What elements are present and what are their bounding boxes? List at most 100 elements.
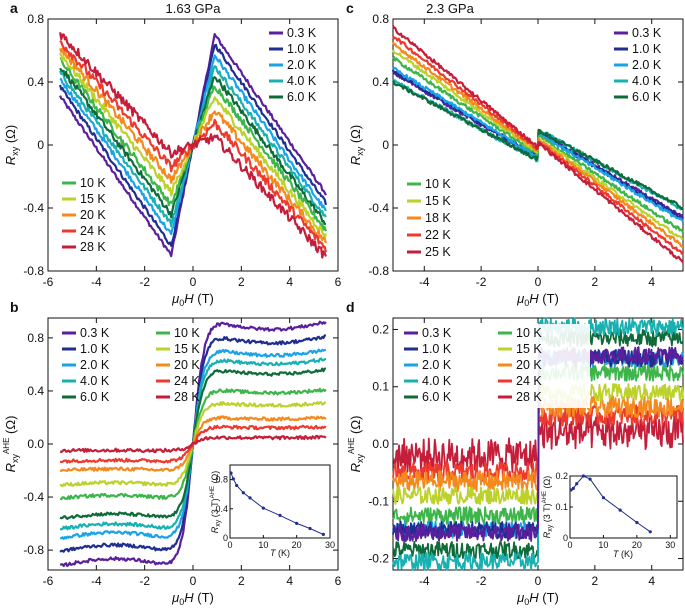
inset-x-label: T (K)	[613, 549, 633, 559]
inset-point	[569, 488, 573, 492]
inset-point	[321, 532, 325, 536]
y-tick-label: 0.8	[27, 12, 44, 26]
x-tick-label: 4	[648, 275, 655, 289]
x-tick-label: 6	[335, 275, 342, 289]
legend-label: 28 K	[174, 390, 200, 404]
panel-b-inset: 0 10 20 30 0 0.4 0.8 T (K) Rxy (3 T)AHE (Ω)	[210, 464, 335, 558]
y-tick-label: 0.1	[372, 380, 389, 394]
panel-letter-b: b	[10, 299, 19, 315]
legend-label: 4.0 K	[422, 374, 452, 388]
y-axis-label: Rxy (Ω)	[348, 125, 365, 165]
legend-label: 10 K	[425, 177, 451, 191]
legend-label: 0.3 K	[287, 26, 317, 40]
panel-b-series	[59, 320, 327, 568]
inset-point	[295, 521, 299, 526]
legend-label: 1.0 K	[80, 342, 110, 356]
x-tick-label: -6	[43, 574, 54, 588]
panel-d-inset: 0 10 20 30 0 0.1 0.2 T (K) Rxy (3 T)AHE (Ω)	[542, 471, 678, 559]
inset-x-label: T (K)	[270, 548, 290, 558]
y-tick-label: -0.8	[23, 543, 44, 557]
legend-label: 1.0 K	[287, 42, 317, 56]
y-tick-label: 0.8	[372, 12, 389, 26]
x-axis-label: μ0H (T)	[516, 590, 559, 607]
inset-x-tick-label: 30	[325, 540, 335, 550]
legend-label: 4.0 K	[632, 74, 662, 88]
inset-y-tick-label: 0.4	[215, 504, 228, 514]
inset-point	[571, 486, 575, 490]
legend-label: 25 K	[425, 245, 451, 259]
y-axis-label: RxyAHE (Ω)	[2, 416, 20, 473]
inset-y-tick-label: 0.1	[555, 502, 568, 512]
inset-x-tick-label: 10	[598, 540, 608, 550]
inset-y-label: Rxy (3 T)AHE (Ω)	[542, 476, 554, 538]
legend-label: 2.0 K	[422, 358, 452, 372]
x-tick-label: -2	[139, 275, 150, 289]
panel-letter-d: d	[346, 299, 355, 315]
panel-title-a: 1.63 GPa	[166, 1, 222, 16]
legend-label: 28 K	[516, 390, 542, 404]
legend-label: 6.0 K	[422, 390, 452, 404]
inset-point	[248, 496, 252, 500]
inset-point	[235, 483, 239, 488]
y-tick-label: 0.4	[372, 75, 389, 89]
legend-label: 4.0 K	[287, 74, 317, 88]
inset-point	[241, 491, 245, 495]
legend-label: 10 K	[174, 326, 200, 340]
y-tick-label: 0.4	[27, 75, 44, 89]
panel-c-series	[391, 25, 685, 264]
x-tick-label: 6	[335, 574, 342, 588]
legend-label: 0.3 K	[80, 326, 110, 340]
legend-label: 15 K	[174, 342, 200, 356]
y-axis-label: Rxy (Ω)	[3, 125, 20, 165]
series-line-24K	[60, 424, 327, 464]
legend-label: 10 K	[80, 176, 106, 190]
x-tick-label: -4	[419, 275, 430, 289]
x-tick-label: -2	[139, 574, 150, 588]
inset-x-tick-label: 10	[258, 540, 268, 550]
inset-point	[601, 496, 606, 500]
inset-point	[308, 526, 312, 531]
inset-x-tick-label: 30	[665, 540, 675, 550]
legend-label: 28 K	[80, 240, 106, 254]
legend-label: 10 K	[516, 326, 542, 340]
x-axis-label: μ0H (T)	[516, 291, 559, 308]
legend-label: 1.0 K	[422, 342, 452, 356]
series-line-0.3K	[392, 346, 684, 543]
x-tick-label: -4	[419, 574, 430, 588]
inset-point	[575, 482, 579, 486]
inset-frame	[229, 464, 331, 539]
y-axis-label: RxyAHE (Ω)	[347, 416, 365, 473]
y-tick-label: 0	[382, 138, 389, 152]
inset-point	[581, 474, 585, 478]
legend-label: 15 K	[425, 194, 451, 208]
x-tick-label: 4	[648, 574, 655, 588]
panel-a-axes: -6 -4 -2 0 2 4 6 -0.8 -0.4 0 0.4 0.8 a 1.63 GPa μ0H (T…	[3, 0, 342, 308]
y-tick-label: 0.2	[372, 322, 389, 336]
inset-x-tick-label: 20	[632, 540, 642, 550]
x-tick-label: 4	[286, 574, 293, 588]
y-tick-label: 0	[37, 138, 44, 152]
y-tick-label: -0.4	[23, 201, 44, 215]
x-tick-label: 0	[535, 275, 542, 289]
legend-label: 24 K	[80, 224, 106, 238]
x-axis-label: μ0H (T)	[171, 291, 214, 308]
legend-label: 4.0 K	[80, 374, 110, 388]
x-tick-label: 2	[592, 574, 599, 588]
x-tick-label: 0	[190, 574, 197, 588]
y-tick-label: -0.4	[368, 201, 389, 215]
x-tick-label: 2	[238, 574, 245, 588]
inset-point	[278, 513, 282, 517]
inset-frame	[569, 475, 678, 539]
legend-label: 1.0 K	[632, 42, 662, 56]
inset-point	[618, 508, 622, 512]
x-tick-label: 4	[286, 275, 293, 289]
y-tick-label: -0.8	[23, 264, 44, 278]
inset-point	[231, 477, 235, 481]
inset-point	[588, 477, 592, 481]
inset-y-tick-label: 0.8	[215, 475, 228, 485]
series-line-4.0K	[392, 317, 684, 571]
y-tick-label: 0.0	[372, 437, 389, 451]
legend-label: 6.0 K	[632, 90, 662, 104]
legend-label: 2.0 K	[80, 358, 110, 372]
legend-background	[400, 324, 590, 408]
